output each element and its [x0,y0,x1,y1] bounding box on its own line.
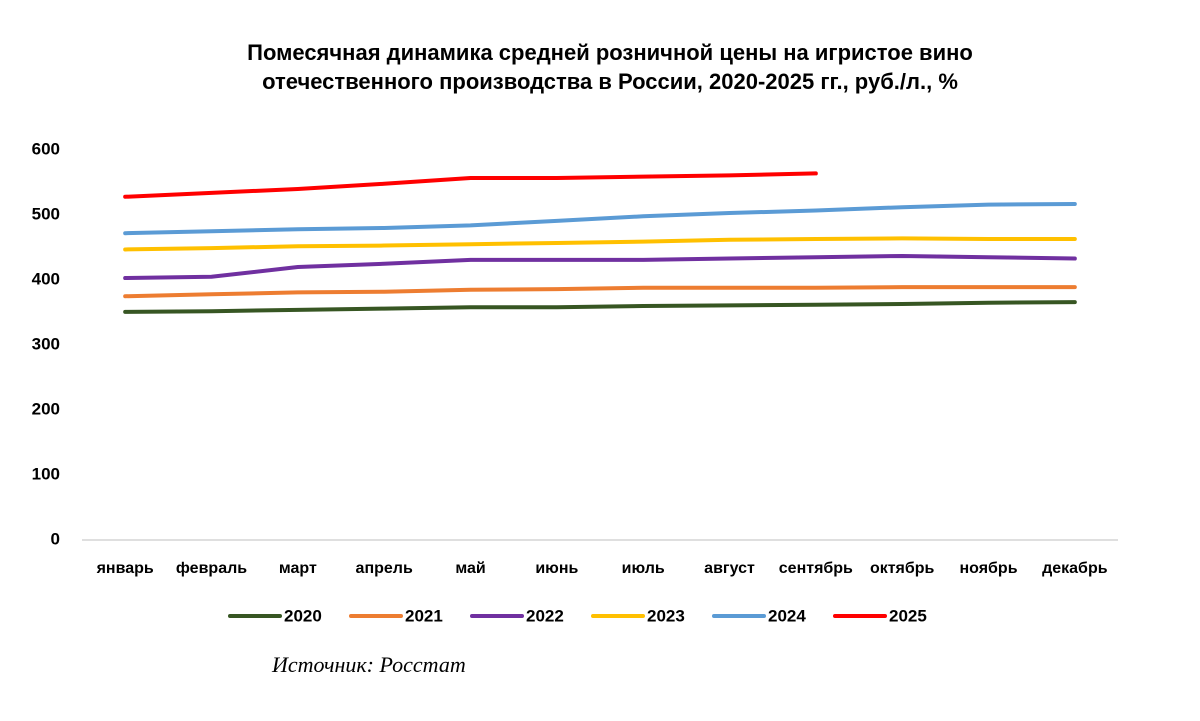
series-line [123,285,1077,299]
series-line [123,201,1077,236]
y-tick-label: 600 [32,139,60,158]
legend-label: 2025 [889,606,927,625]
y-tick-label: 400 [32,269,60,288]
y-tick-label: 500 [32,204,60,223]
x-tick-label: февраль [176,560,247,577]
x-tick-label: август [704,560,755,577]
series-line [123,171,818,199]
x-tick-label: январь [96,560,154,577]
x-tick-label: декабрь [1042,560,1108,577]
legend-label: 2023 [647,606,685,625]
legend-label: 2020 [284,606,322,625]
series-line [123,300,1077,314]
x-tick-label: апрель [356,560,413,577]
chart-title: Помесячная динамика средней розничной це… [247,40,973,94]
legend-label: 2024 [768,606,806,625]
series-line [123,253,1077,281]
x-tick-label: июль [622,560,665,577]
x-tick-label: ноябрь [959,560,1017,577]
series-line [123,236,1077,252]
x-tick-label: июнь [535,560,578,577]
y-tick-label: 100 [32,464,60,483]
legend-label: 2022 [526,606,564,625]
y-tick-label: 300 [32,334,60,353]
x-tick-label: май [455,560,485,577]
source-note: Источник: Росстат [271,652,466,677]
x-tick-label: сентябрь [779,560,853,577]
y-tick-label: 0 [51,529,60,548]
legend-label: 2021 [405,606,443,625]
x-tick-label: октябрь [870,560,935,577]
x-tick-label: март [279,560,317,577]
y-tick-label: 200 [32,399,60,418]
